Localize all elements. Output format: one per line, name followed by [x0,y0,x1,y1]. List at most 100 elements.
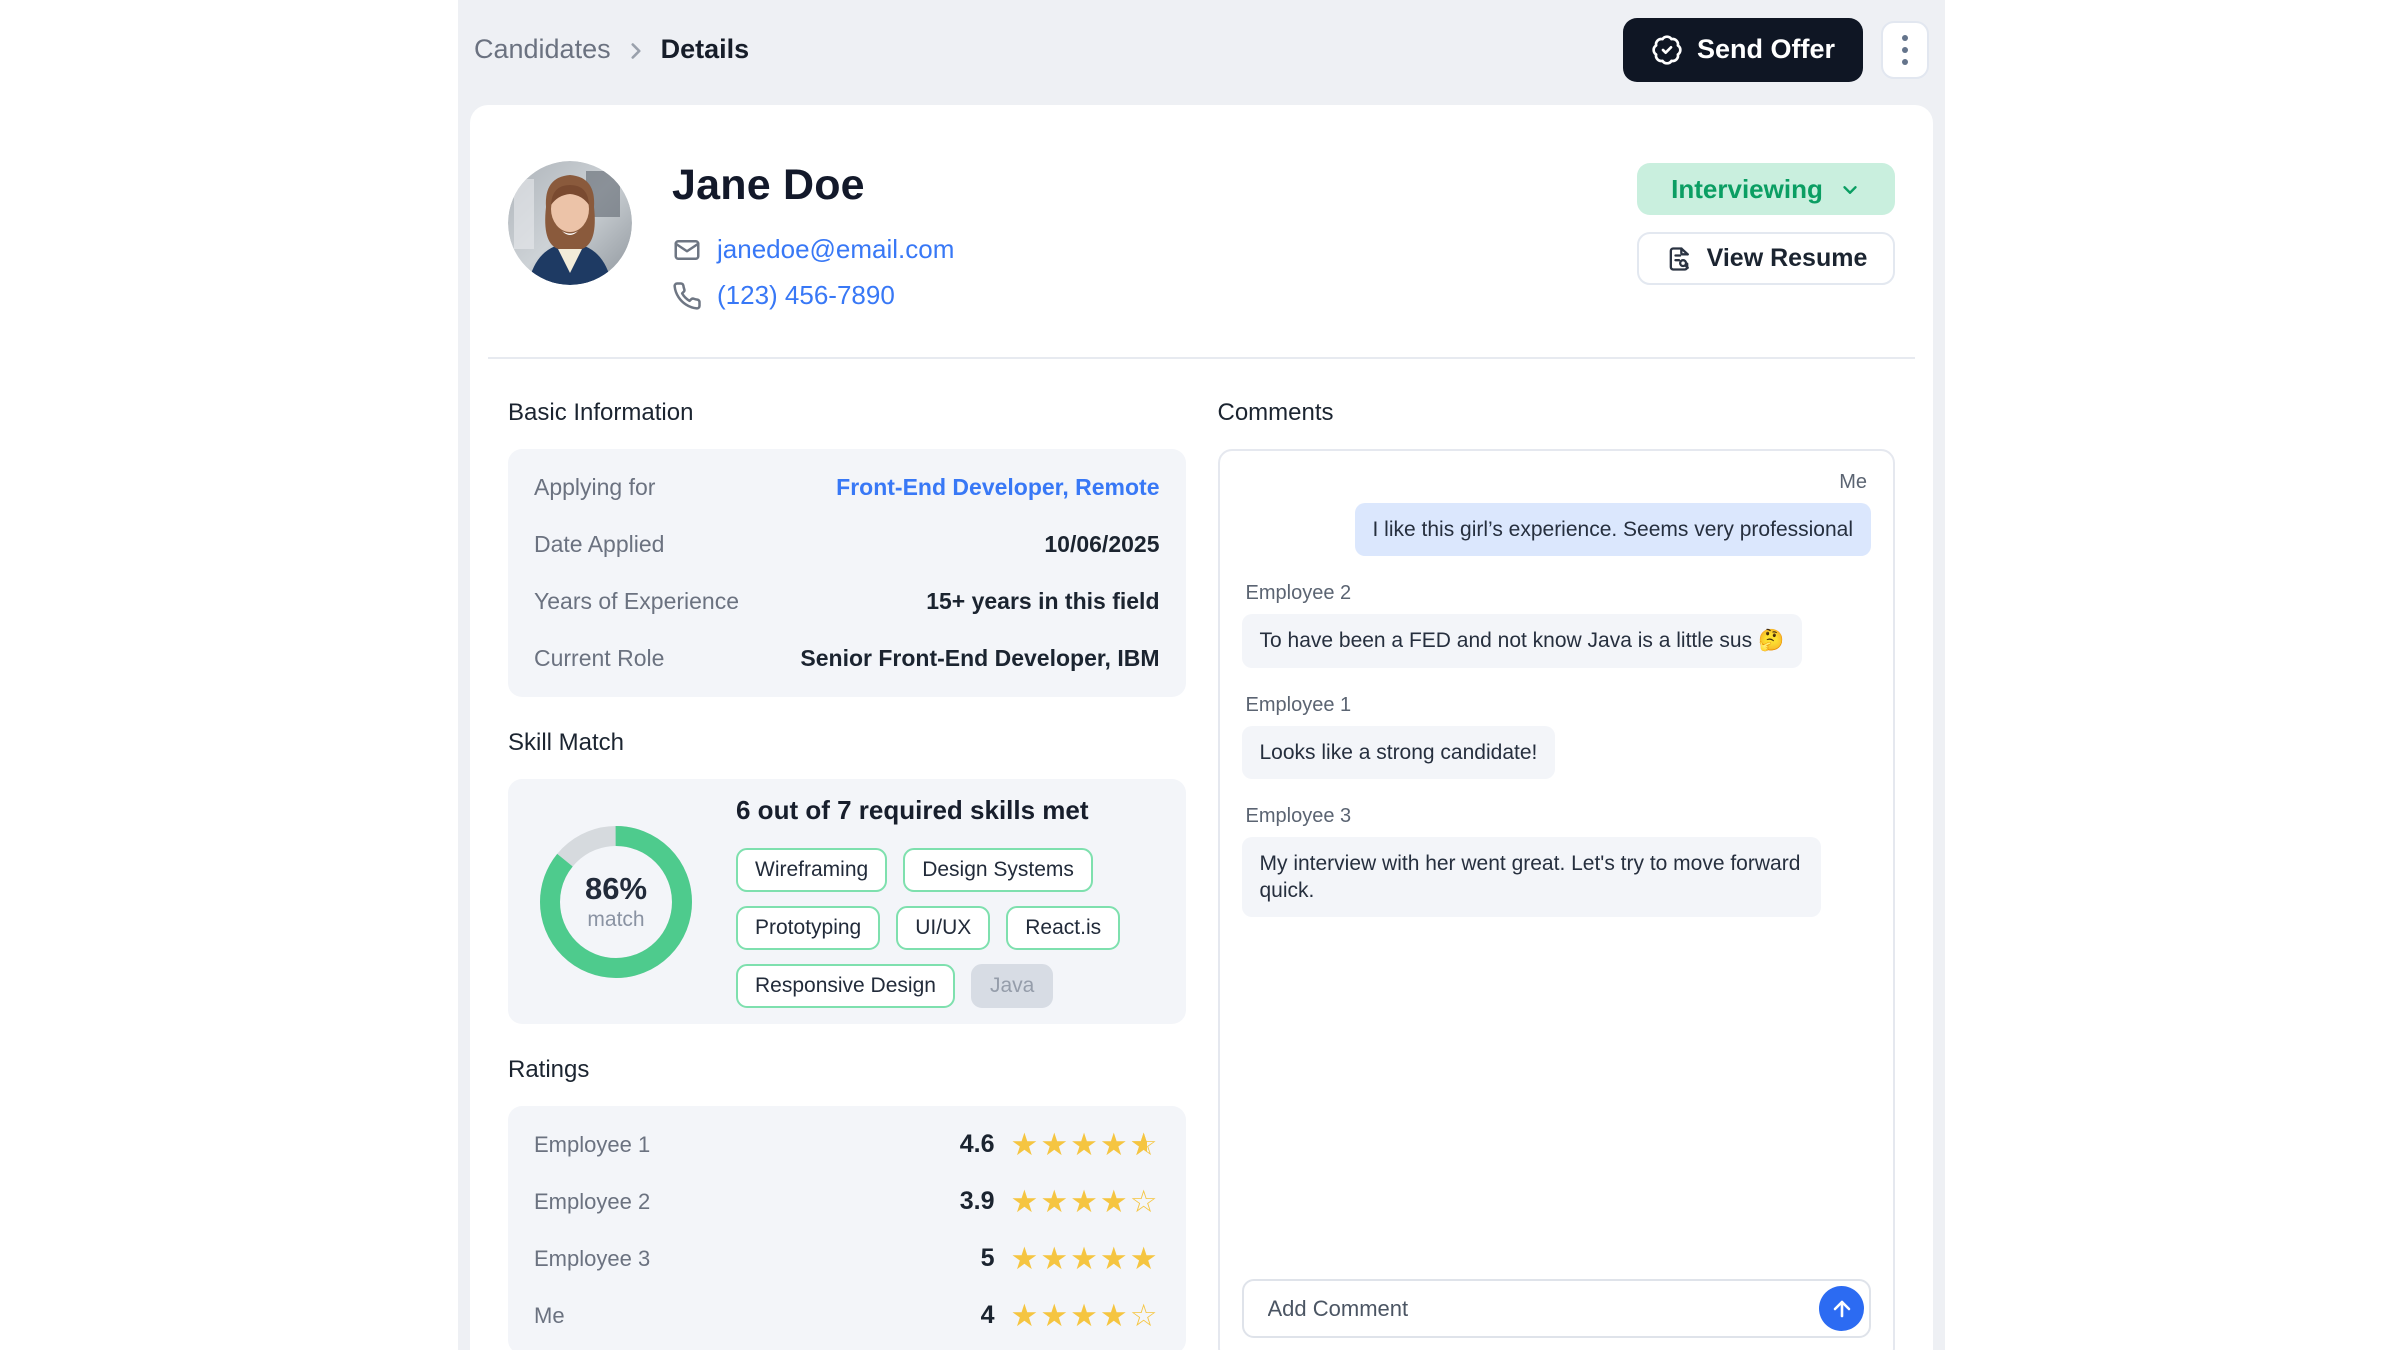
star-full-icon: ★ [1010,1298,1041,1333]
info-label: Current Role [534,645,665,671]
phone-link[interactable]: (123) 456-7890 [717,280,895,310]
send-comment-button[interactable] [1819,1286,1864,1331]
skill-chip: React.is [1006,906,1121,950]
info-row-experience: Years of Experience 15+ years in this fi… [508,573,1186,630]
star-full-icon: ★ [1129,1241,1160,1276]
candidate-name: Jane Doe [672,161,865,209]
info-row-applying-for: Applying for Front-End Developer, Remote [508,459,1186,516]
comment-sender: Employee 2 [1245,582,1352,605]
star-half-icon: ☆ ★ [1129,1127,1160,1162]
rating-label: Employee 1 [534,1131,651,1157]
contact-block: janedoe@email.com (123) 456-7890 [672,234,954,311]
star-full-icon: ★ [1040,1184,1071,1219]
rating-score: 4.6 [959,1130,995,1158]
comment-bubble: I like this girl’s experience. Seems ver… [1354,503,1871,557]
donut-center-label: 86% match [540,826,692,978]
arrow-up-icon [1833,1300,1850,1317]
star-rating: ★ ★ ★ ★ ☆ [1011,1300,1160,1331]
rating-label: Employee 2 [534,1188,651,1214]
info-label: Date Applied [534,531,665,557]
star-full-icon: ★ [1099,1241,1130,1276]
app-canvas: Candidates Details Send Offer [458,0,1945,1350]
basic-info-title: Basic Information [508,399,694,426]
star-full-icon: ★ [1070,1298,1100,1333]
star-rating: ★ ★ ★ ★ ☆ [1011,1186,1160,1217]
star-rating: ★ ★ ★ ★ ☆ ★ [1011,1129,1160,1160]
top-bar: Candidates Details Send Offer [458,0,1945,82]
comment-sender: Employee 1 [1245,693,1352,716]
comment-from-me: Me I like this girl’s experience. Seems … [1242,471,1871,557]
right-column: Comments Me I like this girl’s experienc… [1217,399,1895,1350]
rating-label: Me [534,1302,565,1328]
comment-bubble: To have been a FED and not know Java is … [1241,614,1803,668]
phone-row: (123) 456-7890 [672,280,954,311]
avatar-photo [508,161,632,285]
info-value: 15+ years in this field [926,588,1160,614]
star-rating: ★ ★ ★ ★ ★ [1011,1243,1160,1274]
status-dropdown[interactable]: Interviewing [1637,163,1895,215]
send-offer-label: Send Offer [1696,34,1835,64]
skill-chip: Responsive Design [736,964,955,1008]
rating-label: Employee 3 [534,1245,651,1271]
comment-sender: Me [1839,471,1867,493]
applying-for-link[interactable]: Front-End Developer, Remote [836,474,1160,500]
skill-chips: Wireframing Design Systems Prototyping U… [736,848,1154,1008]
comment-bubble: Looks like a strong candidate! [1241,725,1556,779]
breadcrumb-details: Details [660,34,750,64]
comment-sender: Employee 3 [1245,804,1352,827]
profile-info: Jane Doe janedoe@email.com (123) 456-789… [672,161,954,311]
skill-match-box: 86% match 6 out of 7 required skills met… [508,779,1186,1024]
skill-match-title: Skill Match [508,729,625,756]
header-divider [488,357,1915,359]
send-offer-button[interactable]: Send Offer [1622,17,1863,82]
skill-match-donut: 86% match [540,825,692,978]
view-resume-button[interactable]: View Resume [1637,232,1895,285]
status-label: Interviewing [1671,173,1823,204]
rating-row: Me 4 ★ ★ ★ ★ ☆ [508,1287,1186,1344]
comments-panel: Me I like this girl’s experience. Seems … [1217,449,1895,1350]
star-empty-icon: ☆ [1129,1184,1160,1219]
badge-check-icon [1652,34,1682,65]
info-label: Applying for [534,474,656,500]
kebab-icon [1902,34,1908,65]
ratings-title: Ratings [508,1056,590,1083]
star-full-icon: ★ [1040,1127,1071,1162]
rating-score: 4 [980,1301,995,1329]
avatar [508,161,632,285]
skill-chip: Wireframing [736,848,888,892]
star-full-icon: ★ [1010,1241,1041,1276]
star-full-icon: ★ [1040,1241,1071,1276]
more-options-button[interactable] [1881,20,1929,79]
star-full-icon: ★ [1099,1298,1130,1333]
phone-icon [673,281,701,310]
breadcrumb-candidates[interactable]: Candidates [474,34,611,64]
breadcrumb: Candidates Details [474,34,749,65]
info-label: Years of Experience [534,588,740,614]
chevron-right-icon [631,42,641,59]
add-comment-input[interactable] [1241,1279,1871,1338]
ratings-box: Employee 1 4.6 ★ ★ ★ ★ ☆ ★ Employee 2 3.9 ★ ★ ★ ★ ☆… [508,1106,1186,1350]
basic-info-box: Applying for Front-End Developer, Remote… [508,449,1186,697]
rating-score: 3.9 [959,1187,995,1215]
email-row: janedoe@email.com [672,234,954,265]
match-percent: 86% [584,871,648,906]
star-full-icon: ★ [1099,1184,1130,1219]
star-full-icon: ★ [1070,1241,1100,1276]
skill-chip: Prototyping [736,906,881,950]
star-full-icon: ★ [1070,1127,1100,1162]
comment-bubble: My interview with her went great. Let's … [1241,836,1821,918]
skill-summary: 6 out of 7 required skills met [736,795,1089,825]
email-link[interactable]: janedoe@email.com [717,234,955,264]
skill-chip: UI/UX [896,906,991,950]
info-row-current-role: Current Role Senior Front-End Developer,… [508,630,1186,687]
info-row-date-applied: Date Applied 10/06/2025 [508,516,1186,573]
view-resume-label: View Resume [1706,244,1868,272]
rating-row: Employee 3 5 ★ ★ ★ ★ ★ [508,1230,1186,1287]
comment-from-employee-1: Employee 1 Looks like a strong candidate… [1241,693,1872,779]
candidate-card: Jane Doe janedoe@email.com (123) 456-789… [470,105,1933,1350]
match-caption: match [587,908,645,931]
comment-from-employee-2: Employee 2 To have been a FED and not kn… [1241,582,1872,668]
rating-row: Employee 2 3.9 ★ ★ ★ ★ ☆ [508,1173,1186,1230]
content-columns: Basic Information Applying for Front-End… [470,359,1933,1350]
comment-from-employee-3: Employee 3 My interview with her went gr… [1241,804,1872,918]
